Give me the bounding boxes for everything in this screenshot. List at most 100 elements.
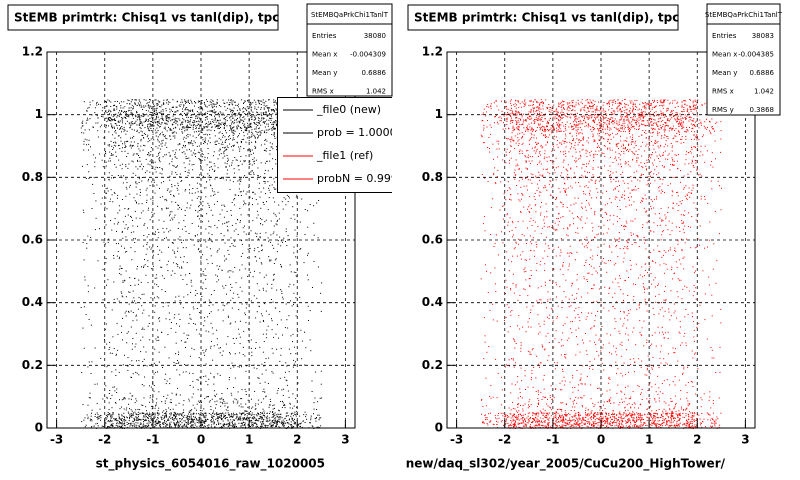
point xyxy=(229,138,231,139)
point xyxy=(149,219,151,221)
point xyxy=(230,110,232,112)
point xyxy=(313,205,315,207)
point xyxy=(292,341,293,343)
point xyxy=(286,380,288,382)
point xyxy=(173,121,175,123)
point xyxy=(484,414,486,416)
point xyxy=(153,125,155,127)
point xyxy=(314,418,316,420)
point xyxy=(225,409,227,411)
point xyxy=(235,104,237,106)
point xyxy=(213,103,215,105)
point xyxy=(265,310,267,312)
point xyxy=(222,178,224,180)
point xyxy=(228,221,230,223)
point xyxy=(180,123,182,125)
point xyxy=(181,208,182,210)
point xyxy=(199,293,201,295)
point xyxy=(224,117,226,118)
point xyxy=(230,392,232,394)
point xyxy=(286,194,288,196)
point xyxy=(525,425,527,427)
point xyxy=(253,157,255,159)
point xyxy=(126,120,128,122)
point xyxy=(256,178,258,180)
point xyxy=(282,402,284,404)
point xyxy=(501,420,503,422)
point xyxy=(120,274,122,276)
point xyxy=(218,127,220,129)
point xyxy=(518,419,520,421)
point xyxy=(256,111,258,113)
point xyxy=(260,401,262,403)
point xyxy=(257,426,259,427)
point xyxy=(222,285,224,287)
point xyxy=(310,419,312,421)
point xyxy=(170,421,172,423)
point xyxy=(219,401,221,403)
point xyxy=(173,251,175,253)
point xyxy=(118,423,120,425)
point xyxy=(172,131,174,133)
point xyxy=(228,104,230,106)
point xyxy=(147,127,149,129)
point xyxy=(284,327,286,329)
point xyxy=(171,217,173,219)
point xyxy=(207,113,208,114)
point xyxy=(194,301,196,303)
point xyxy=(152,381,154,383)
point xyxy=(121,118,123,120)
point xyxy=(166,117,168,119)
point xyxy=(193,308,195,310)
point xyxy=(209,166,211,168)
point xyxy=(186,101,188,103)
point xyxy=(145,425,147,427)
point xyxy=(201,415,203,417)
point xyxy=(274,111,275,113)
point xyxy=(139,165,141,167)
point xyxy=(121,110,123,112)
point xyxy=(169,211,171,213)
point xyxy=(130,415,132,417)
point xyxy=(228,136,229,138)
point xyxy=(232,131,234,133)
point xyxy=(159,187,160,189)
point xyxy=(162,134,164,136)
point xyxy=(158,361,160,363)
point xyxy=(263,181,265,182)
point xyxy=(492,423,494,425)
point xyxy=(185,126,187,128)
point xyxy=(273,133,275,135)
point xyxy=(317,414,319,416)
point xyxy=(220,124,222,126)
point xyxy=(87,285,89,287)
point xyxy=(134,278,136,279)
legend-label: probN = 0.99996 xyxy=(317,172,412,185)
point xyxy=(165,421,167,423)
point xyxy=(277,243,279,245)
point xyxy=(168,407,170,409)
point xyxy=(121,147,123,149)
point xyxy=(243,176,244,178)
point xyxy=(141,106,143,108)
point xyxy=(185,347,186,348)
point xyxy=(216,424,217,426)
point xyxy=(540,421,542,423)
point xyxy=(140,121,141,123)
point xyxy=(238,405,240,407)
point xyxy=(129,414,131,416)
point xyxy=(216,393,218,395)
point xyxy=(208,175,210,177)
point xyxy=(152,396,154,398)
point xyxy=(245,426,246,428)
point xyxy=(259,232,261,234)
point xyxy=(118,258,120,260)
point xyxy=(220,417,222,419)
point xyxy=(305,347,307,349)
point xyxy=(168,419,170,421)
point xyxy=(256,131,258,133)
point xyxy=(86,243,88,245)
point xyxy=(226,102,228,104)
point xyxy=(174,272,176,274)
point xyxy=(202,221,203,223)
